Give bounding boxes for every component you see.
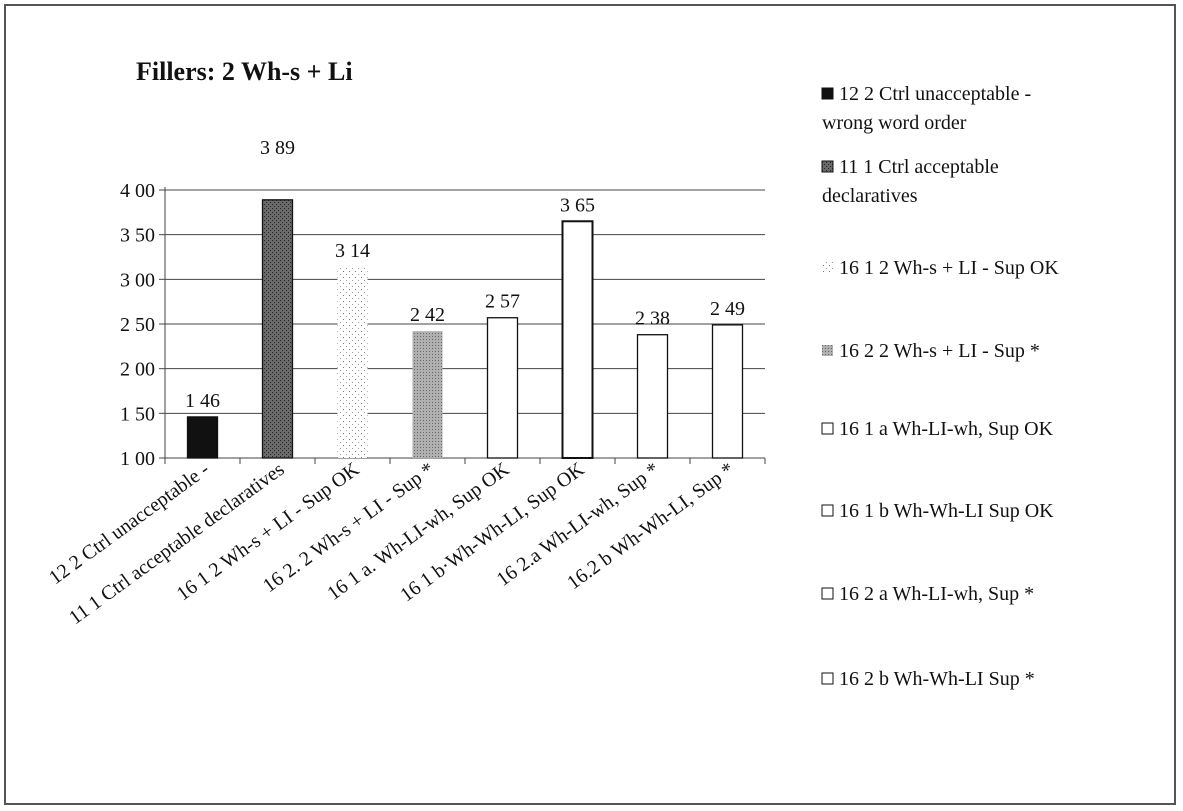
legend-swatch-0 <box>821 87 834 100</box>
y-tick-label: 2 50 <box>120 314 155 336</box>
legend-swatch-6 <box>821 587 834 600</box>
bar-5 <box>561 220 594 459</box>
legend-swatch-3 <box>822 345 833 356</box>
legend-swatch-4 <box>821 422 834 435</box>
data-label-6: 2 38 <box>635 308 670 330</box>
data-label-3: 2 42 <box>410 304 445 326</box>
legend-label-3: 16 2 2 Wh-s + LI - Sup * <box>839 340 1040 362</box>
data-label-2: 3 14 <box>335 240 370 262</box>
y-tick-label: 1 50 <box>120 403 155 425</box>
bar-2 <box>337 266 368 458</box>
y-tick-label: 4 00 <box>120 180 155 202</box>
y-tick-label: 1 00 <box>120 448 155 470</box>
legend: 12 2 Ctrl unacceptable -wrong word order… <box>821 83 1059 690</box>
bar-6 <box>636 334 669 459</box>
legend-swatch-1 <box>821 160 834 173</box>
y-tick-label: 2 00 <box>120 359 155 381</box>
y-tick-label: 3 00 <box>120 269 155 291</box>
data-label-1: 3 89 <box>260 137 295 159</box>
legend-label-6: 16 2 a Wh-LI-wh, Sup * <box>839 583 1034 605</box>
data-label-0: 1 46 <box>185 390 220 412</box>
legend-swatch-2 <box>822 262 833 273</box>
legend-label-0: 12 2 Ctrl unacceptable -wrong word order <box>822 83 1031 134</box>
bar-1 <box>261 199 294 459</box>
bar-3 <box>412 331 443 458</box>
chart-title: Fillers: 2 Wh-s + Li <box>136 57 353 86</box>
data-label-4: 2 57 <box>485 291 520 313</box>
legend-label-7: 16 2 b Wh-Wh-LI Sup * <box>839 668 1035 690</box>
data-label-7: 2 49 <box>710 298 745 320</box>
bar-0 <box>186 416 219 459</box>
legend-label-4: 16 1 a Wh-LI-wh, Sup OK <box>839 418 1054 440</box>
legend-label-1: 11 1 Ctrl acceptable declaratives <box>822 156 999 207</box>
bar-4 <box>486 317 519 459</box>
legend-label-2: 16 1 2 Wh-s + LI - Sup OK <box>839 257 1059 279</box>
legend-swatch-5 <box>821 504 834 517</box>
legend-label-5: 16 1 b Wh-Wh-LI Sup OK <box>839 500 1054 522</box>
y-tick-label: 3 50 <box>120 225 155 247</box>
legend-swatch-7 <box>821 672 834 685</box>
bar-7 <box>711 324 744 459</box>
data-label-5: 3 65 <box>560 194 595 216</box>
